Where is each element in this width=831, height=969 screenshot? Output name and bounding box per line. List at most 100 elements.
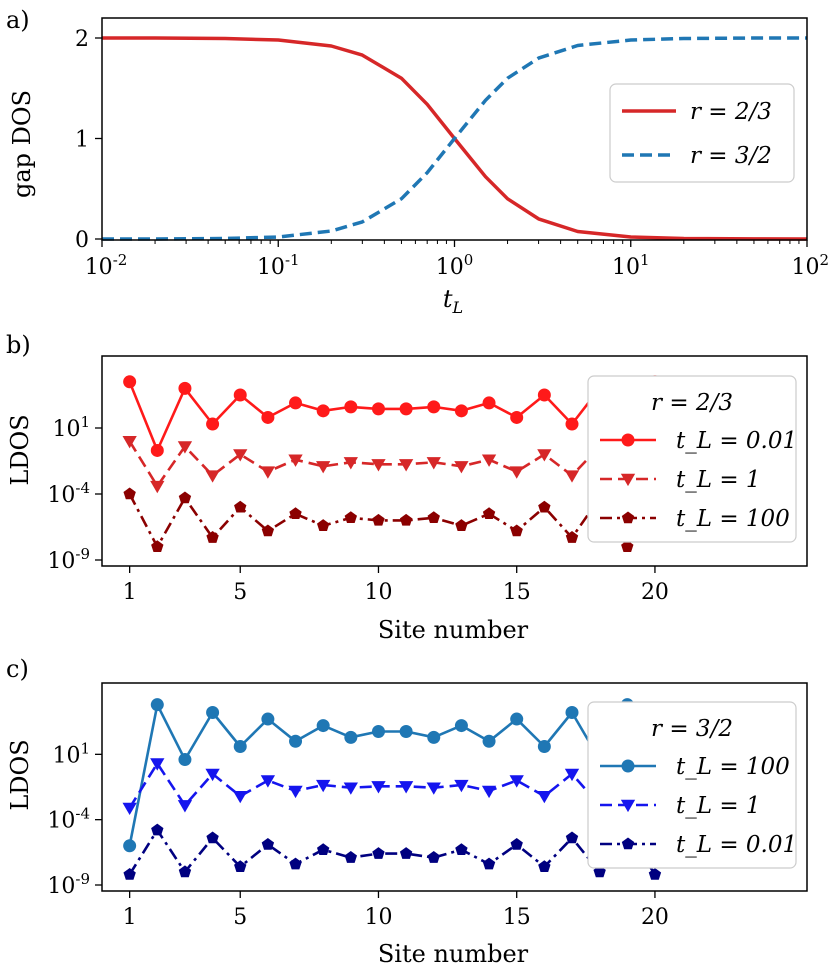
panel-b-point	[206, 417, 220, 431]
panel-b-point	[344, 400, 358, 414]
panel-c-point	[537, 790, 552, 804]
panel-c-point	[510, 712, 524, 726]
panel-b-series-line-1	[128, 440, 657, 488]
panel-c-point	[289, 734, 303, 748]
panel-b-point	[398, 459, 414, 472]
panel-c-point	[234, 860, 247, 872]
panel-c-point	[538, 860, 551, 872]
panel-b-legend-label-1: t_L = 1	[676, 467, 761, 493]
panel-c-point	[150, 758, 165, 771]
panel-c-point	[427, 730, 441, 744]
panel-a-legend-box	[609, 83, 795, 183]
panel-b-point	[537, 449, 552, 462]
panel-b-legend: r = 2/3 t_L = 0.01 t_L = 1 t_L = 100	[587, 375, 797, 543]
panel-b-point	[122, 436, 137, 449]
panel-b-point	[426, 457, 441, 470]
panel-c-point	[426, 782, 441, 795]
panel-b-series	[122, 375, 663, 553]
panel-b-point	[234, 500, 247, 513]
panel-c-point	[123, 868, 136, 880]
panel-a-legend: r = 2/3 r = 3/2	[609, 83, 795, 183]
panel-b-tag: b)	[6, 331, 31, 359]
panel-c-frame	[101, 682, 808, 892]
panel-b-point	[509, 466, 524, 479]
panel-b-point	[206, 531, 219, 543]
panel-a-xtick-label: 101	[612, 251, 650, 280]
panel-b-ytick-label: 101	[52, 413, 90, 442]
panel-c-point	[427, 851, 440, 863]
panel-c-point	[316, 719, 330, 733]
panel-b-point	[537, 388, 551, 402]
panel-a-series-line-1	[102, 36, 807, 241]
panel-c-point	[482, 857, 496, 870]
panel-c-point	[565, 831, 579, 844]
panel-b-point	[482, 507, 496, 520]
panel-b-xtick-label: 20	[641, 580, 669, 605]
panel-b-point	[233, 449, 248, 462]
panel-c-point	[399, 724, 413, 738]
panel-c-point	[178, 753, 192, 767]
panel-b-legend-box	[587, 375, 797, 543]
panel-b-legend-label-2: t_L = 100	[676, 506, 790, 532]
panel-b-ylabel: LDOS	[6, 414, 34, 485]
panel-b-point	[538, 500, 551, 513]
panel-c-legend-marker-1	[620, 799, 636, 813]
panel-a-xlabel: tL	[443, 285, 463, 317]
panel-c-legend-marker-0	[621, 759, 635, 773]
panel-c-series-line-2	[128, 828, 657, 876]
panel-b-point	[123, 487, 136, 500]
panel-b-ytick-label: 10-9	[47, 545, 90, 574]
panel-b-point	[289, 396, 303, 410]
panel-c-point	[205, 768, 220, 782]
panel-a-xlabel-main: t	[443, 285, 453, 313]
panel-b-point	[427, 511, 440, 524]
panel-b-legend-title: r = 2/3	[651, 390, 733, 416]
panel-b-point	[344, 511, 358, 524]
panel-c-point	[454, 719, 468, 733]
panel-b-point	[399, 402, 413, 416]
legend-label-r32: r = 3/2	[690, 143, 772, 169]
panel-b-point	[316, 404, 330, 418]
legend-label-r23: r = 2/3	[690, 99, 772, 125]
panel-c-xtick-label: 10	[364, 905, 392, 930]
panel-c-point	[261, 837, 275, 850]
panel-c-point	[564, 768, 580, 782]
panel-b-point	[565, 417, 579, 431]
panel-a-xlabel-sub: L	[452, 298, 464, 317]
panel-c-point	[510, 837, 523, 850]
panel-c-point	[372, 847, 385, 859]
panel-b-point	[150, 443, 164, 457]
panel-b-point	[454, 461, 469, 474]
panel-a-frame	[101, 17, 808, 241]
panel-c-point	[123, 839, 137, 853]
panel-a-xtick-label: 102	[791, 251, 829, 280]
panel-b-point	[371, 459, 386, 472]
panel-c-point	[398, 781, 414, 794]
panel-c-point	[206, 831, 219, 844]
panel-b-point	[454, 404, 468, 418]
panel-c-ytick-label: 10-9	[47, 870, 90, 899]
panel-c-series-line-1	[128, 762, 657, 809]
panel-b-point	[177, 441, 193, 454]
panel-b-point	[371, 402, 385, 416]
panel-c-point	[343, 782, 358, 795]
panel-b-ytick-label: 10-4	[47, 479, 90, 508]
panel-c: c) LDOS Site number 1 5 10 15 2010110-410-9 …	[6, 655, 808, 968]
panel-b-legend-marker-0	[621, 433, 635, 447]
panel-c-point	[481, 785, 497, 799]
panel-a-xtick-label: 100	[436, 251, 474, 280]
panel-c-xtick-label: 20	[641, 905, 669, 930]
panel-b-point	[150, 480, 165, 494]
panel-c-point	[648, 868, 662, 880]
panel-c-point	[261, 712, 275, 726]
panel-c-point	[150, 698, 164, 712]
panel-c-xtick-label: 1	[123, 905, 137, 930]
panel-b-point	[621, 540, 634, 553]
panel-c-point	[455, 843, 468, 855]
panel-c-point	[206, 706, 220, 720]
panel-c-ytick-label: 101	[52, 739, 90, 768]
panel-c-tag: c)	[6, 655, 29, 683]
panel-c-point	[399, 847, 413, 859]
